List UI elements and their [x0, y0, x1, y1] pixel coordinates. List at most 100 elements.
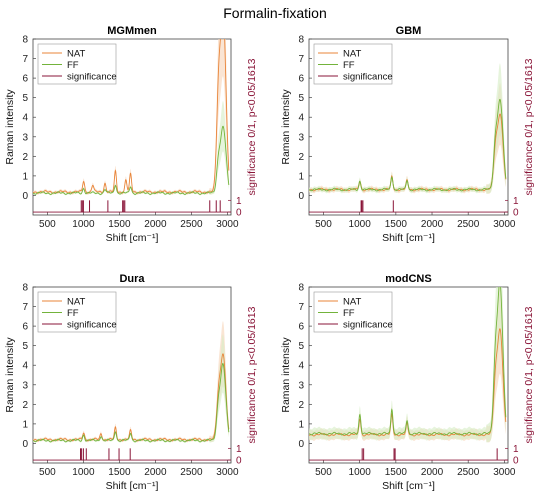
- x-tick-label: 1000: [72, 219, 95, 230]
- legend-entry: FF: [343, 60, 355, 71]
- x-axis-label: Shift [cm⁻¹]: [382, 232, 435, 244]
- plot-frame: [32, 38, 232, 216]
- y-tick-label: 8: [22, 283, 28, 294]
- y-tick-label: 8: [22, 35, 28, 46]
- series-line-ff: [33, 362, 230, 443]
- y2-tick-label: 1: [236, 444, 242, 455]
- y-tick-label: 0: [22, 191, 28, 202]
- x-tick-label: 3000: [216, 219, 239, 230]
- x-tick-label: 1000: [72, 467, 95, 478]
- legend-entry: significance: [343, 72, 393, 83]
- y-tick-label: 3: [298, 380, 304, 391]
- y-tick-label: 8: [298, 283, 304, 294]
- x-tick-label: 3000: [493, 467, 516, 478]
- y-tick-label: 7: [22, 54, 28, 65]
- x-tick-label: 1500: [385, 219, 408, 230]
- y2-axis-label: significance 0/1, p<0.05/1613: [523, 306, 535, 443]
- x-tick-label: 1500: [108, 219, 131, 230]
- x-tick-label: 500: [39, 467, 56, 478]
- x-tick-label: 1000: [349, 467, 372, 478]
- x-tick-label: 500: [315, 219, 332, 230]
- y-tick-label: 4: [298, 361, 304, 372]
- y-axis-label: Raman intensity: [4, 337, 16, 413]
- y2-tick-label: 0: [513, 208, 519, 219]
- legend-entry: FF: [67, 60, 79, 71]
- legend-entry: FF: [343, 308, 355, 319]
- y-tick-label: 8: [298, 35, 304, 46]
- series-line-ff: [309, 287, 507, 436]
- x-axis-label: Shift [cm⁻¹]: [106, 232, 159, 244]
- x-tick-label: 2500: [457, 467, 480, 478]
- legend-entry: NAT: [67, 49, 85, 60]
- y-tick-label: 2: [22, 400, 28, 411]
- figure-title: Formalin-fixation: [223, 5, 326, 21]
- y-axis-label: Raman intensity: [280, 337, 292, 413]
- y-tick-label: 3: [298, 132, 304, 143]
- legend-entry: NAT: [343, 297, 361, 308]
- panel-title: GBM: [396, 25, 422, 37]
- y-tick-label: 0: [22, 439, 28, 450]
- x-tick-label: 2000: [421, 219, 444, 230]
- plot-frame: [308, 286, 509, 464]
- x-tick-label: 3000: [216, 467, 239, 478]
- series-line-ff: [33, 125, 230, 195]
- y-tick-label: 1: [298, 171, 304, 182]
- series-line-nat: [309, 113, 507, 192]
- y2-tick-label: 1: [513, 444, 519, 455]
- series-line-nat: [33, 39, 230, 194]
- panel-title: modCNS: [385, 273, 431, 285]
- series-band-nat: [33, 321, 229, 443]
- y-tick-label: 5: [22, 341, 28, 352]
- x-tick-label: 1000: [349, 219, 372, 230]
- panel-title: Dura: [119, 273, 145, 285]
- y2-tick-label: 1: [236, 196, 242, 207]
- y-tick-label: 2: [22, 152, 28, 163]
- legend-entry: NAT: [67, 297, 85, 308]
- x-tick-label: 2000: [144, 467, 167, 478]
- legend-entry: significance: [67, 320, 117, 331]
- x-axis-label: Shift [cm⁻¹]: [382, 480, 435, 492]
- x-axis-label: Shift [cm⁻¹]: [106, 480, 159, 492]
- x-tick-label: 1500: [385, 467, 408, 478]
- y-tick-label: 3: [22, 132, 28, 143]
- y-tick-label: 1: [298, 419, 304, 430]
- y2-tick-label: 1: [513, 196, 519, 207]
- y-tick-label: 1: [22, 419, 28, 430]
- y2-axis-label: significance 0/1, p<0.05/1613: [523, 58, 535, 195]
- x-tick-label: 2500: [180, 467, 203, 478]
- y2-axis-label: significance 0/1, p<0.05/1613: [246, 58, 258, 195]
- y-tick-label: 6: [298, 74, 304, 85]
- x-tick-label: 2500: [180, 219, 203, 230]
- series-band-ff: [33, 101, 229, 196]
- y2-tick-label: 0: [236, 456, 242, 467]
- legend-entry: NAT: [343, 49, 361, 60]
- y-tick-label: 2: [298, 152, 304, 163]
- legend-entry: significance: [343, 320, 393, 331]
- y-tick-label: 3: [22, 380, 28, 391]
- plot-frame: [32, 286, 232, 464]
- y-tick-label: 0: [298, 191, 304, 202]
- y-tick-label: 6: [22, 74, 28, 85]
- plot-frame: [308, 38, 509, 216]
- y-tick-label: 7: [298, 54, 304, 65]
- y-tick-label: 7: [298, 302, 304, 313]
- x-tick-label: 2000: [144, 219, 167, 230]
- y-tick-label: 5: [22, 93, 28, 104]
- x-tick-label: 1500: [108, 467, 131, 478]
- y-tick-label: 4: [22, 113, 28, 124]
- series-line-nat: [33, 353, 230, 442]
- y-tick-label: 5: [298, 93, 304, 104]
- legend-entry: FF: [67, 308, 79, 319]
- y-axis-label: Raman intensity: [280, 89, 292, 165]
- y-tick-label: 1: [22, 171, 28, 182]
- y-tick-label: 2: [298, 400, 304, 411]
